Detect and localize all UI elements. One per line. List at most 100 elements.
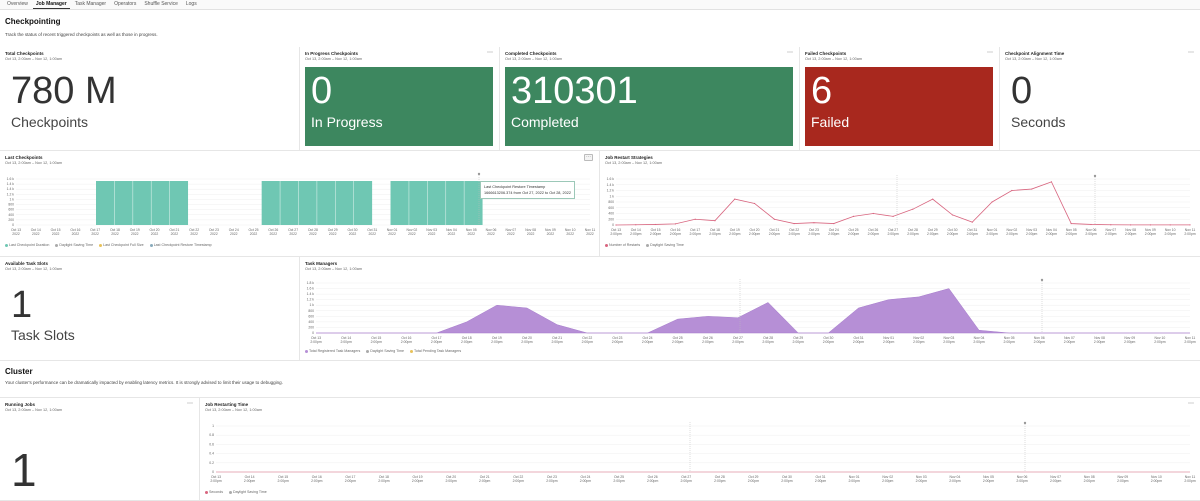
legend-label: Total Registered Task Managers bbox=[309, 349, 361, 353]
x-tick-label: 2:00pm bbox=[815, 479, 826, 483]
x-tick-label: Oct 23 bbox=[547, 475, 557, 479]
dst-marker-dot bbox=[1023, 421, 1027, 425]
x-tick-label: Oct 19 bbox=[492, 336, 502, 340]
x-tick-label: Nov 07 bbox=[1064, 336, 1075, 340]
x-tick-label: 2022 bbox=[369, 232, 377, 236]
x-tick-label: Nov 05 bbox=[1004, 336, 1015, 340]
legend-item[interactable]: Number of Restarts bbox=[605, 243, 640, 247]
x-tick-label: 2:00pm bbox=[431, 340, 442, 344]
legend-item[interactable]: Last Checkpoint Duration bbox=[5, 243, 49, 247]
stat-value: 0 bbox=[1011, 70, 1033, 112]
stat-value: 1 bbox=[11, 284, 33, 326]
x-tick-label: 2:00pm bbox=[378, 479, 389, 483]
legend-item[interactable]: Last Checkpoint Full Size bbox=[99, 243, 144, 247]
x-tick-label: Nov 06 bbox=[1086, 228, 1097, 232]
tab-task-manager[interactable]: Task Manager bbox=[74, 1, 107, 7]
x-tick-label: Oct 22 bbox=[582, 336, 592, 340]
panel-range: Oct 13, 2:00am – Nov 12, 1:00am bbox=[1005, 57, 1062, 61]
x-tick-label: 2:00pm bbox=[986, 232, 997, 236]
x-tick-label: 2:00pm bbox=[681, 479, 692, 483]
more-options-icon[interactable]: ⋯ bbox=[787, 50, 793, 56]
x-tick-label: Oct 18 bbox=[110, 228, 120, 232]
x-tick-label: 2:00pm bbox=[521, 340, 532, 344]
x-tick-label: 2:00pm bbox=[973, 340, 984, 344]
x-tick-label: Oct 18 bbox=[379, 475, 389, 479]
restarts-point bbox=[793, 222, 795, 225]
y-tick-label: 0.6 bbox=[209, 442, 214, 446]
restarts-point bbox=[1050, 181, 1053, 183]
x-tick-label: 2:00pm bbox=[762, 340, 773, 344]
more-options-icon[interactable]: ⋯ bbox=[187, 401, 193, 407]
x-tick-label: Oct 19 bbox=[413, 475, 423, 479]
x-tick-label: 2:00pm bbox=[1026, 232, 1037, 236]
legend-item[interactable]: Seconds bbox=[205, 490, 223, 494]
checkpoint-bar bbox=[390, 181, 483, 225]
more-options-icon[interactable]: ⋯ bbox=[584, 154, 593, 161]
x-tick-label: 2:00pm bbox=[853, 340, 864, 344]
restarts-point bbox=[813, 222, 815, 224]
x-tick-label: Oct 28 bbox=[908, 228, 918, 232]
y-tick-label: 600 bbox=[8, 208, 14, 212]
x-tick-label: Oct 17 bbox=[90, 228, 100, 232]
x-tick-label: 2:00pm bbox=[1066, 232, 1077, 236]
more-options-icon[interactable]: ⋯ bbox=[487, 50, 493, 56]
x-tick-label: 2022 bbox=[527, 232, 535, 236]
x-tick-label: 2:00pm bbox=[732, 340, 743, 344]
stat-value: 0 bbox=[311, 70, 333, 112]
x-tick-label: 2022 bbox=[349, 232, 357, 236]
x-tick-label: Oct 25 bbox=[673, 336, 683, 340]
running-jobs-stat: 1 bbox=[5, 418, 193, 496]
tab-overview[interactable]: Overview bbox=[7, 1, 28, 7]
panel-range: Oct 13, 2:00am – Nov 12, 1:00am bbox=[605, 161, 662, 165]
legend-item[interactable]: Daylight Saving Time bbox=[55, 243, 93, 247]
x-tick-label: Oct 29 bbox=[793, 336, 803, 340]
tab-operators[interactable]: Operators bbox=[114, 1, 137, 7]
tab-shuffle-service[interactable]: Shuffle Service bbox=[144, 1, 178, 7]
x-tick-label: 2:00pm bbox=[709, 232, 720, 236]
tab-logs[interactable]: Logs bbox=[185, 1, 197, 7]
tab-job-manager[interactable]: Job Manager bbox=[32, 0, 70, 9]
x-tick-label: 2:00pm bbox=[551, 340, 562, 344]
x-tick-label: Oct 13 bbox=[211, 475, 221, 479]
x-tick-label: 2:00pm bbox=[916, 479, 927, 483]
x-tick-label: 2:00pm bbox=[1016, 479, 1027, 483]
legend-label: Number of Restarts bbox=[609, 243, 641, 247]
x-tick-label: 2022 bbox=[270, 232, 278, 236]
panel-title: Checkpoint Alignment Time bbox=[1005, 51, 1065, 56]
legend-item[interactable]: Daylight Saving Time bbox=[366, 349, 404, 353]
more-options-icon[interactable]: ⋯ bbox=[987, 50, 993, 56]
legend-label: Total Pending Task Managers bbox=[414, 349, 462, 353]
more-options-icon[interactable]: ⋯ bbox=[1188, 50, 1194, 56]
x-tick-label: 2:00pm bbox=[947, 232, 958, 236]
x-tick-label: 2:00pm bbox=[690, 232, 701, 236]
x-tick-label: Nov 02 bbox=[882, 475, 893, 479]
legend-item[interactable]: Total Registered Task Managers bbox=[305, 349, 360, 353]
failed-checkpoints-panel: Failed Checkpoints Oct 13, 2:00am – Nov … bbox=[800, 47, 1000, 151]
y-tick-label: 0.2 bbox=[209, 461, 214, 465]
legend-item[interactable]: Total Pending Task Managers bbox=[410, 349, 461, 353]
restarts-point bbox=[615, 224, 617, 226]
legend-label: Last Checkpoint Duration bbox=[9, 243, 50, 247]
legend-item[interactable]: Daylight Saving Time bbox=[646, 243, 684, 247]
y-tick-label: 200 bbox=[608, 217, 614, 221]
x-tick-label: 2:00pm bbox=[1094, 340, 1105, 344]
checkpoint-tooltip: Last Checkpoint Restore Timestamp 166661… bbox=[480, 181, 575, 199]
x-tick-label: 2022 bbox=[91, 232, 99, 236]
x-tick-label: Oct 22 bbox=[513, 475, 523, 479]
legend-item[interactable]: Daylight Saving Time bbox=[229, 490, 267, 494]
panel-range: Oct 13, 2:00am – Nov 12, 1:00am bbox=[5, 161, 62, 165]
job-restarting-time-panel: Job Restarting Time Oct 13, 2:00am – Nov… bbox=[200, 397, 1200, 501]
x-tick-label: Nov 11 bbox=[585, 228, 596, 232]
y-tick-label: 1.4 k bbox=[7, 182, 15, 186]
chart-legend: Number of Restarts Daylight Saving Time bbox=[605, 243, 684, 247]
legend-item[interactable]: Last Checkpoint Restore Timestamp bbox=[149, 243, 212, 247]
x-tick-label: Nov 02 bbox=[1006, 228, 1017, 232]
x-tick-label: Nov 11 bbox=[1185, 475, 1196, 479]
x-tick-label: Nov 05 bbox=[1066, 228, 1077, 232]
legend-label: Seconds bbox=[209, 490, 223, 494]
x-tick-label: 2:00pm bbox=[868, 232, 879, 236]
x-tick-label: 2:00pm bbox=[610, 232, 621, 236]
restarts-point bbox=[833, 222, 835, 225]
x-tick-label: 2:00pm bbox=[808, 232, 819, 236]
more-options-icon[interactable]: ⋯ bbox=[1188, 401, 1194, 407]
